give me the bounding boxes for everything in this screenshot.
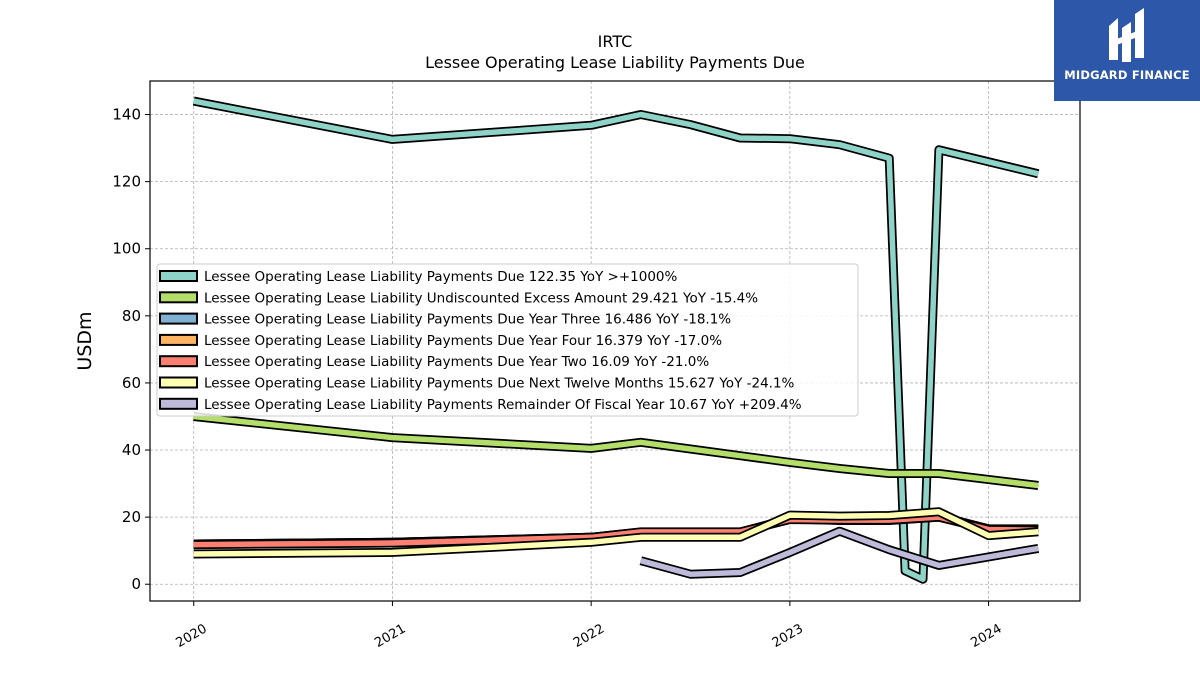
legend-swatch <box>159 312 198 325</box>
legend-item[interactable]: Lessee Operating Lease Liability Payment… <box>159 269 678 285</box>
legend-swatch <box>159 355 198 368</box>
x-tick-label: 2023 <box>770 621 806 651</box>
series-layer <box>192 96 1040 584</box>
series-line <box>193 98 1039 582</box>
y-axis-label: USDm <box>74 311 96 370</box>
x-tick-label: 2024 <box>968 621 1004 651</box>
series-6 <box>639 526 1040 579</box>
x-tick-label: 2022 <box>571 621 607 651</box>
logo-mark-icon <box>1109 8 1144 62</box>
y-tick-label: 20 <box>122 508 141 526</box>
y-tick-label: 60 <box>122 374 141 392</box>
y-tick-label: 120 <box>112 173 141 191</box>
legend-swatch <box>159 333 198 346</box>
y-tick-label: 140 <box>112 106 141 124</box>
chart-title: IRTC <box>598 32 633 51</box>
series-5 <box>193 507 1039 559</box>
legend-item[interactable]: Lessee Operating Lease Liability Payment… <box>159 333 722 349</box>
legend-item[interactable]: Lessee Operating Lease Liability Undisco… <box>159 290 758 306</box>
legend-label: Lessee Operating Lease Liability Undisco… <box>204 290 758 306</box>
x-tick-label: 2021 <box>372 621 408 651</box>
plot-frame <box>149 80 1081 602</box>
legend-label: Lessee Operating Lease Liability Payment… <box>204 312 731 328</box>
y-tick-label: 80 <box>122 307 141 325</box>
x-tick-label: 2020 <box>174 621 210 651</box>
legend-label: Lessee Operating Lease Liability Payment… <box>204 333 722 349</box>
series-0 <box>192 96 1040 584</box>
legend-item[interactable]: Lessee Operating Lease Liability Payment… <box>159 354 709 370</box>
legend[interactable]: Lessee Operating Lease Liability Payment… <box>156 263 859 417</box>
legend-item[interactable]: Lessee Operating Lease Liability Payment… <box>159 397 802 413</box>
series-1 <box>193 412 1039 490</box>
y-tick-label: 100 <box>112 240 141 258</box>
legend-swatch <box>159 291 198 304</box>
legend-swatch <box>159 270 198 282</box>
brand-logo: MIDGARD FINANCE <box>1054 0 1200 101</box>
series-line <box>193 509 1039 557</box>
logo-text: MIDGARD FINANCE <box>1064 68 1190 82</box>
legend-swatch <box>159 397 198 410</box>
legend-item[interactable]: Lessee Operating Lease Liability Payment… <box>159 376 795 392</box>
legend-swatch <box>159 376 198 389</box>
legend-label: Lessee Operating Lease Liability Payment… <box>204 269 678 285</box>
y-tick-label: 40 <box>122 441 141 459</box>
series-line <box>640 528 1039 577</box>
legend-label: Lessee Operating Lease Liability Payment… <box>204 376 795 392</box>
legend-label: Lessee Operating Lease Liability Payment… <box>204 397 802 413</box>
y-tick-label: 0 <box>131 575 141 593</box>
legend-box <box>156 263 859 417</box>
series-line <box>193 413 1039 489</box>
legend-label: Lessee Operating Lease Liability Payment… <box>204 354 709 370</box>
legend-item[interactable]: Lessee Operating Lease Liability Payment… <box>159 312 731 328</box>
chart-subtitle: Lessee Operating Lease Liability Payment… <box>425 53 805 72</box>
